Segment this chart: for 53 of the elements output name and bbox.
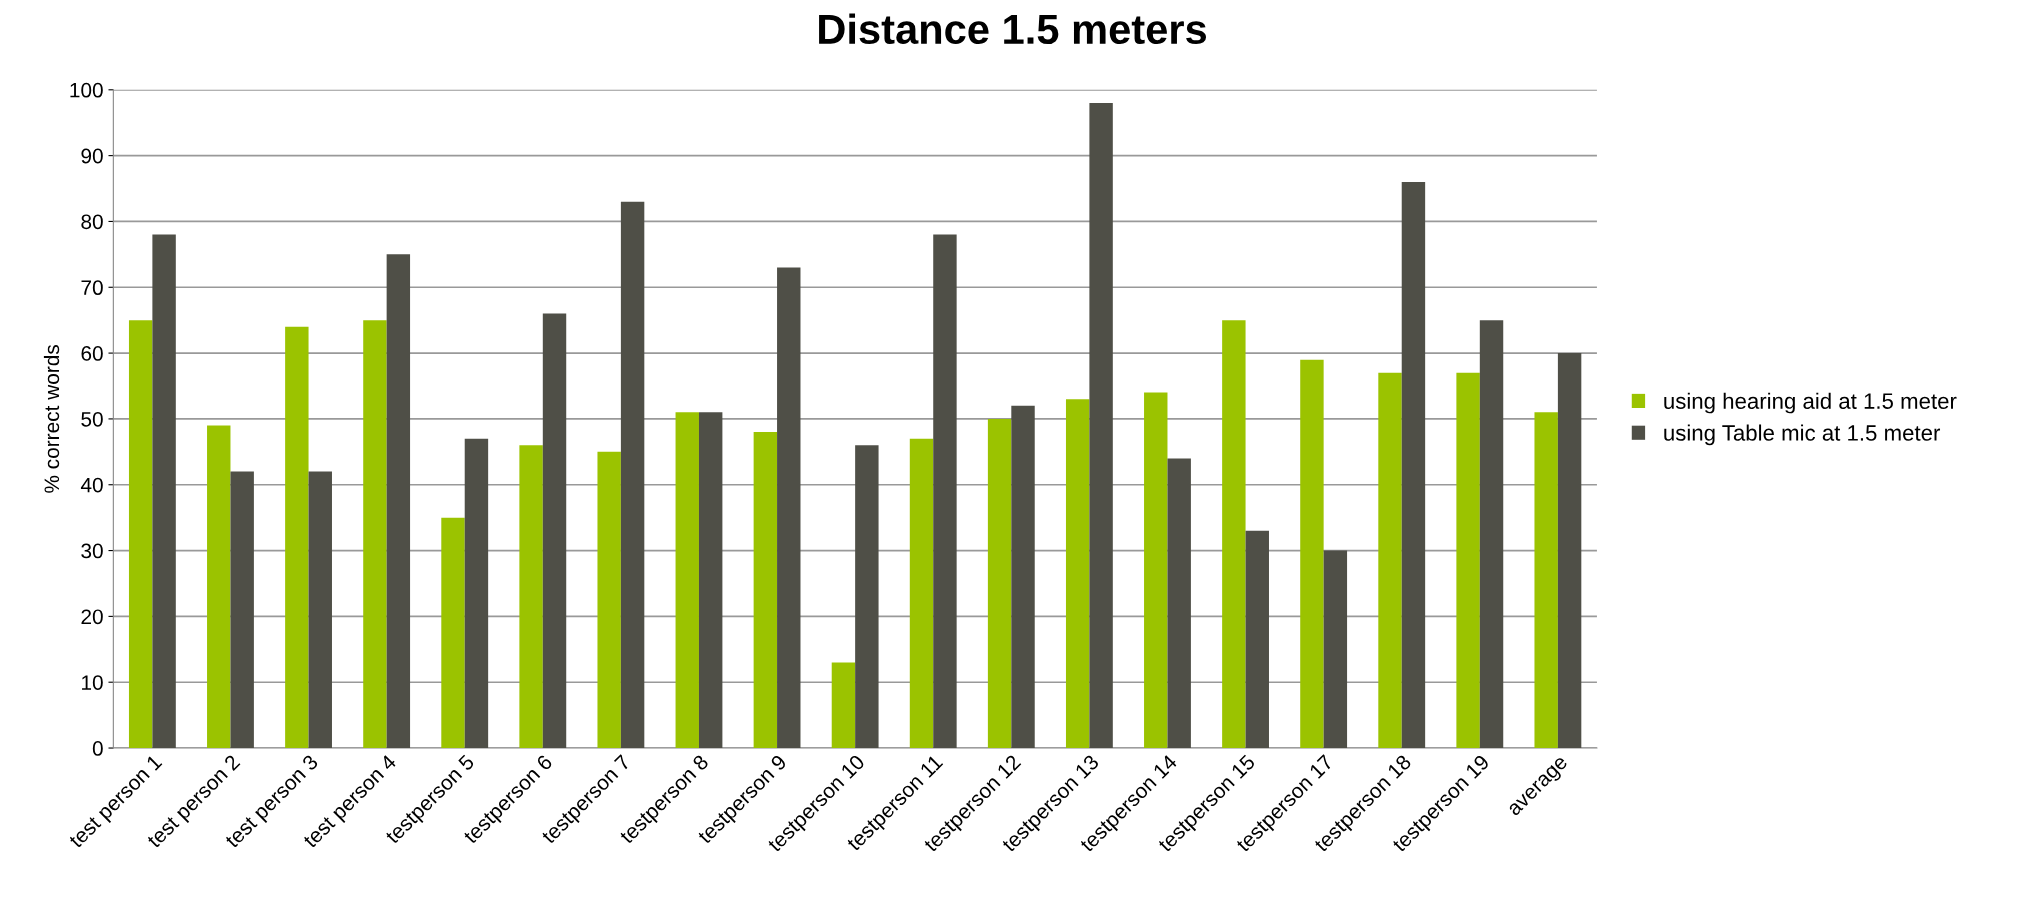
bar [753,432,778,749]
y-axis-title: % correct words [43,344,60,493]
y-tick-label: 70 [81,280,103,296]
bar [308,471,332,749]
bar [831,662,856,749]
bar [1300,359,1324,749]
y-tick-label: 20 [81,609,103,625]
y-tick-label: 10 [82,675,103,690]
bar [1144,392,1168,749]
bar [597,451,621,749]
legend-label: using Table mic at 1.5 meter [1664,424,1941,446]
bar [519,445,543,749]
bar [1401,181,1426,749]
bar [855,445,879,749]
chart-title: Distance 1.5 meters [819,13,1207,45]
bar [698,412,723,749]
bar [620,201,645,749]
bar [909,438,934,749]
legend-label: using hearing aid at 1.5 meter [1664,392,1957,414]
bar [933,234,957,749]
y-tick-label: 30 [81,543,103,559]
y-tick-label: 0 [92,741,103,756]
y-tick-label: 60 [81,346,103,361]
bar [1167,458,1191,749]
bar [675,412,699,749]
bar [1557,353,1582,749]
bar [128,320,153,749]
bar [1456,372,1480,749]
bar [1479,320,1504,749]
bar [987,418,1012,749]
bar [777,267,801,749]
bar [1222,320,1246,749]
bar [464,438,489,749]
bar [1378,372,1402,749]
bar [152,234,176,749]
bar [363,320,387,749]
bar [1245,530,1269,749]
y-tick-label: 80 [81,214,103,230]
bar [1011,405,1035,749]
bar [230,471,254,749]
bar [386,254,411,749]
y-tick-label: 40 [80,477,103,493]
bar [1534,412,1558,749]
bar [207,425,231,749]
y-tick-label: 50 [81,411,103,427]
y-tick-label: 90 [81,148,103,164]
y-tick-label: 100 [70,82,103,98]
bar [1089,102,1113,749]
bar [542,313,567,749]
bar [1065,399,1090,749]
bar [441,517,465,749]
bar [1323,550,1348,749]
bar [285,326,309,749]
